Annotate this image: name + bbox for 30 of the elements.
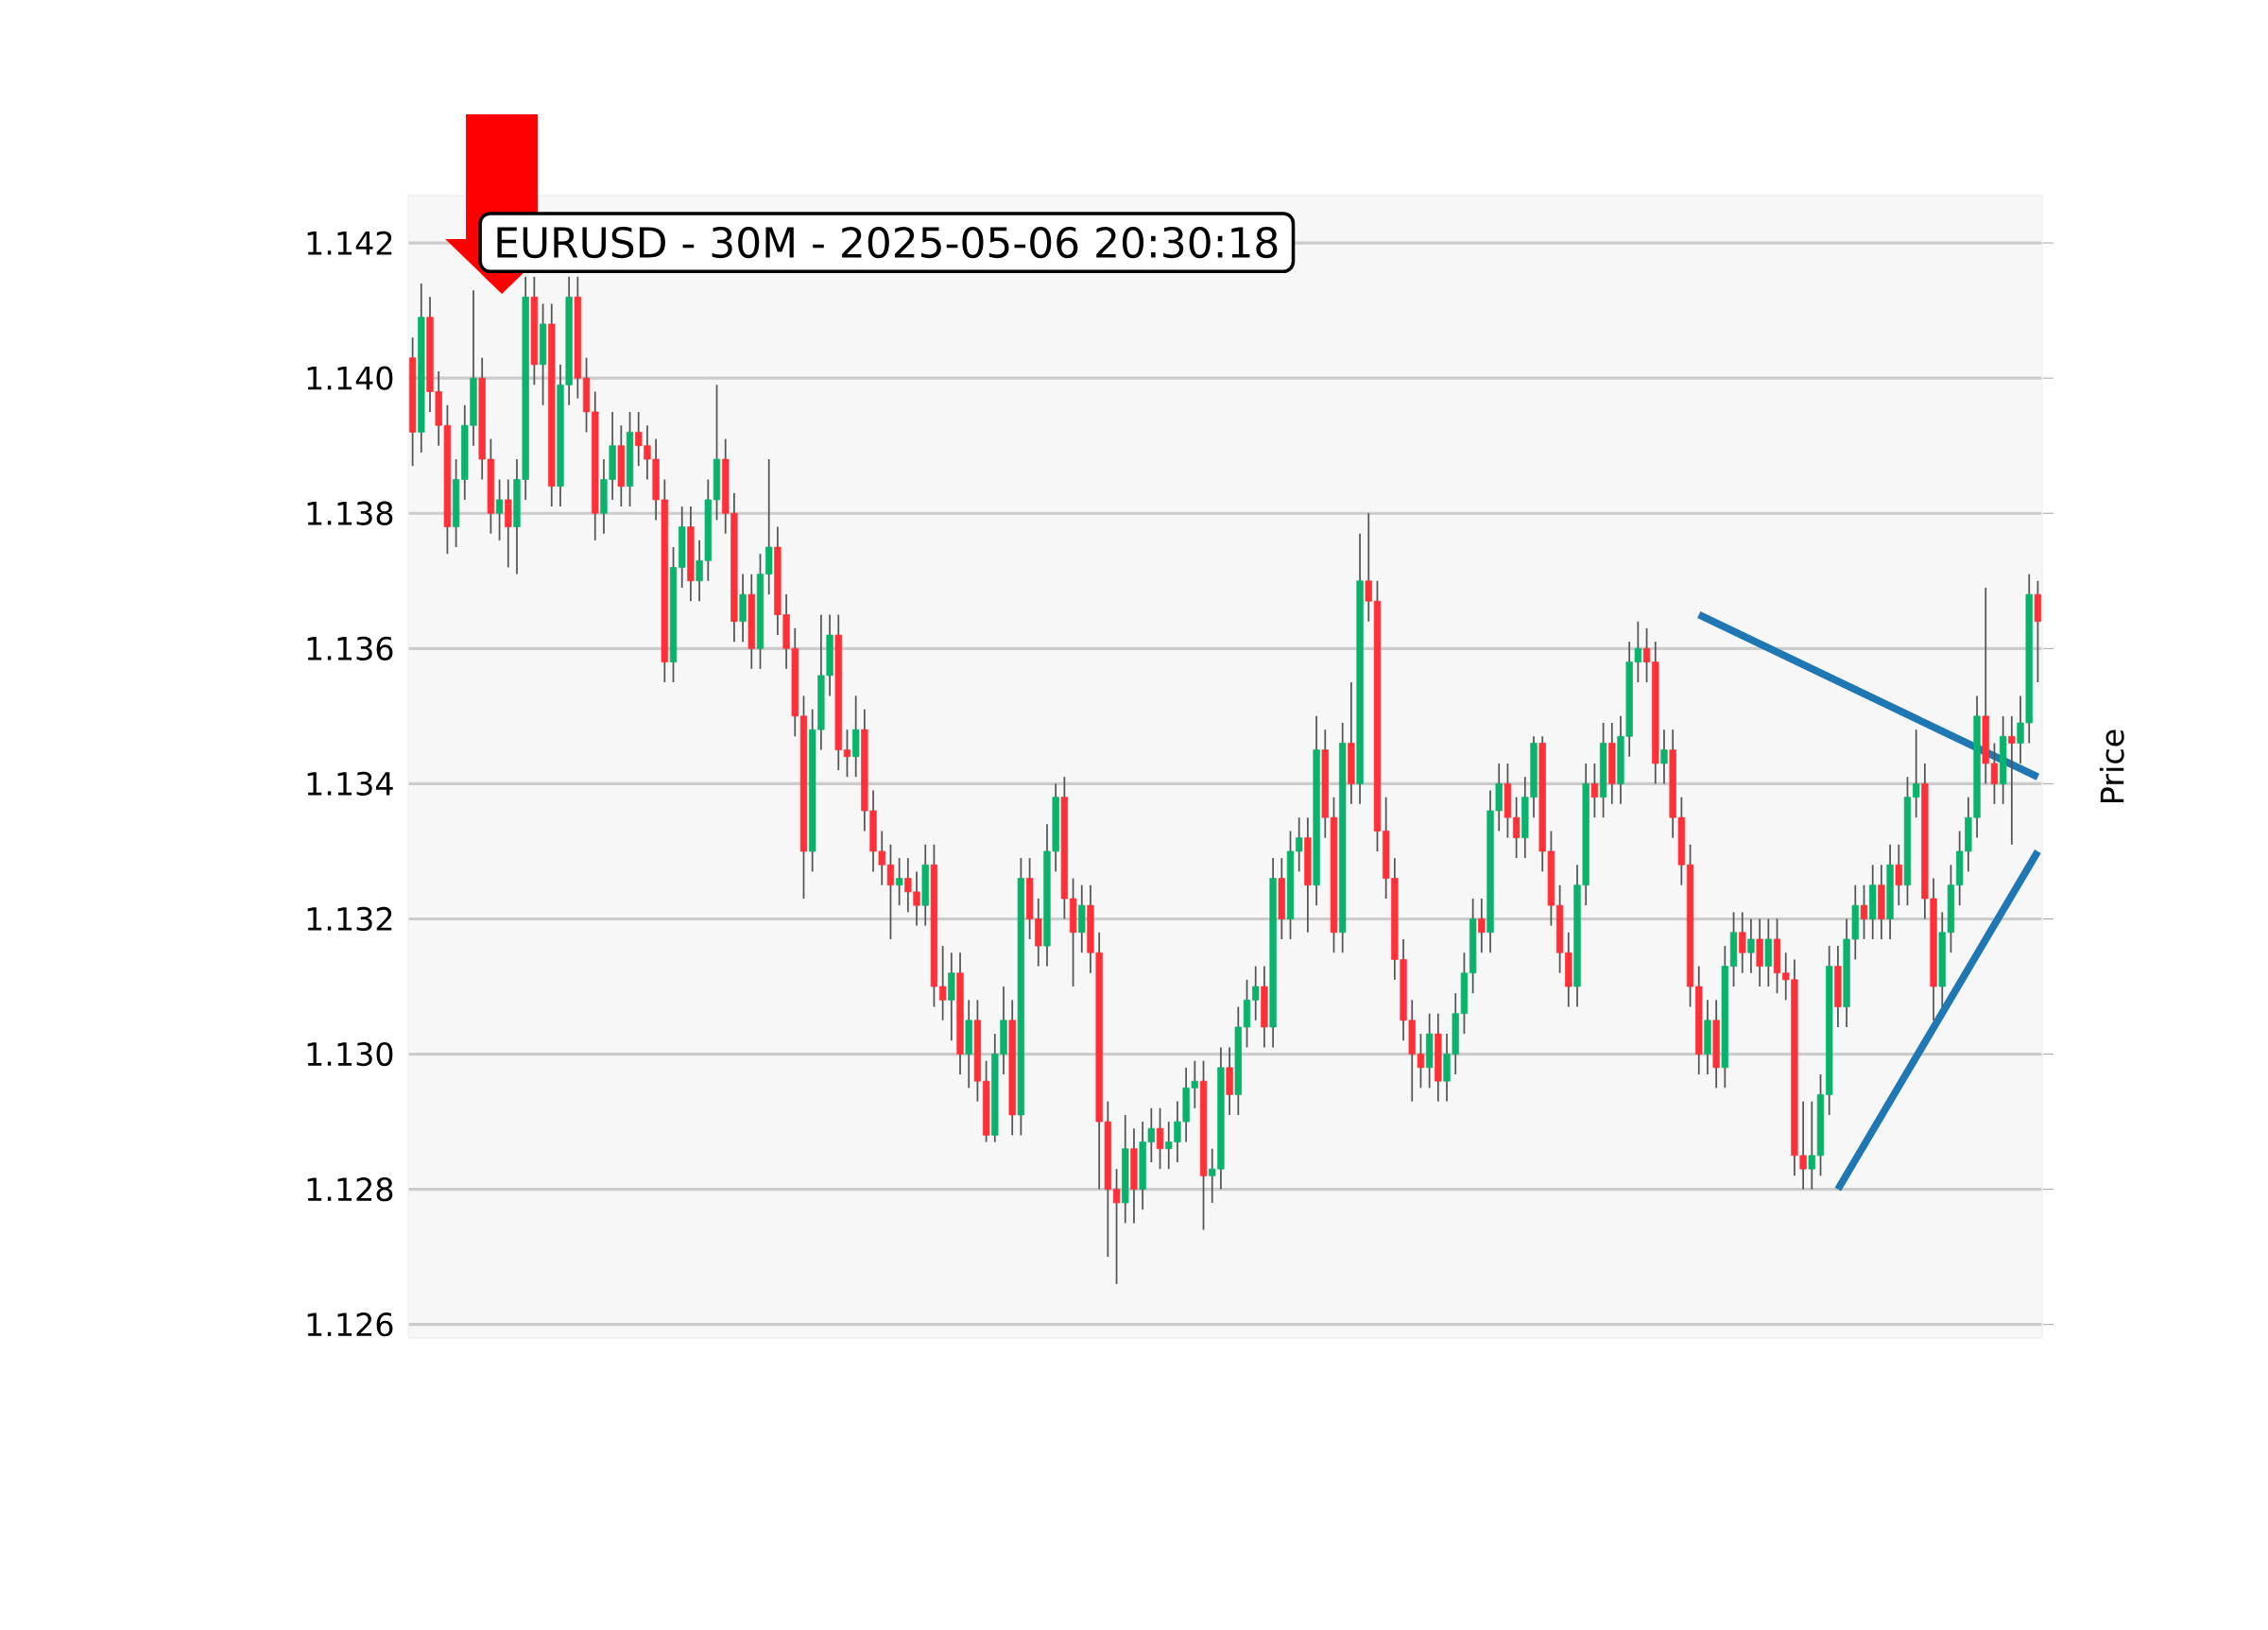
candlestick bbox=[1860, 884, 1868, 940]
candlestick bbox=[1296, 816, 1303, 873]
y-tick-label: 1.130 bbox=[307, 1041, 393, 1067]
y-tick-label: 1.132 bbox=[307, 906, 392, 932]
candlestick bbox=[1739, 911, 1746, 974]
y-tick-label: 1.138 bbox=[307, 501, 393, 525]
y-tick-label: 1.128 bbox=[307, 1176, 393, 1202]
candlestick bbox=[1808, 1100, 1815, 1191]
candlestick bbox=[1156, 1107, 1164, 1171]
candlestick bbox=[1512, 796, 1521, 859]
y-tick-label: 1.140 bbox=[307, 366, 393, 390]
candlestick bbox=[1365, 512, 1372, 623]
candlestick bbox=[1895, 843, 1902, 907]
y-axis-title: Price bbox=[2099, 729, 2124, 802]
text: EURUSD - 30M - 2025-05-06 20:30:18 bbox=[497, 226, 1278, 259]
candlestick bbox=[938, 945, 947, 1021]
candlestick bbox=[1747, 918, 1755, 974]
y-tick-label: 1.136 bbox=[307, 636, 393, 661]
candlestick bbox=[1252, 965, 1260, 1021]
candlestick bbox=[495, 478, 504, 541]
candlestick bbox=[1913, 729, 1920, 819]
candlestick bbox=[1112, 1168, 1121, 1285]
y-tick-label: 1.126 bbox=[307, 1313, 393, 1337]
candlestick bbox=[2008, 714, 2016, 846]
candlestick bbox=[1660, 729, 1668, 785]
y-tick-label: 1.142 bbox=[307, 231, 392, 255]
y-tick-label: 1.134 bbox=[307, 771, 393, 797]
candlestick bbox=[895, 857, 903, 907]
candlestick bbox=[1478, 898, 1486, 954]
candlestick bbox=[1590, 763, 1599, 819]
